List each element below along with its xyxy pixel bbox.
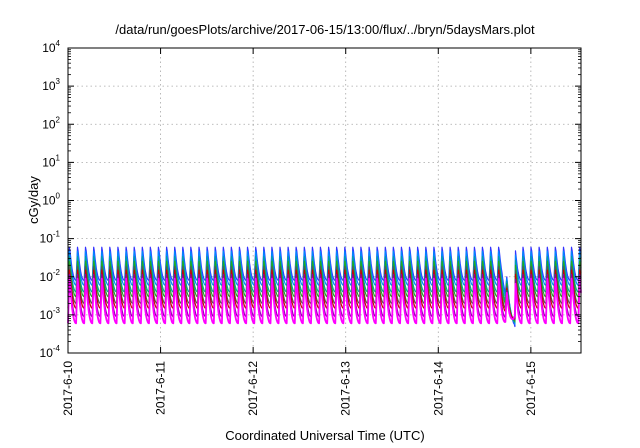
x-tick-label: 2017-6-11 [154, 361, 168, 415]
y-tick-label: 10-2 [40, 268, 61, 284]
y-tick-label: 10-1 [40, 230, 61, 246]
y-tick-label: 103 [42, 77, 60, 93]
x-tick-label: 2017-6-14 [431, 361, 445, 416]
y-tick-label: 10-4 [40, 344, 61, 360]
y-tick-label: 104 [42, 39, 60, 55]
x-axis-label: Coordinated Universal Time (UTC) [225, 428, 424, 443]
series-line [67, 246, 582, 328]
y-tick-label: 10-3 [40, 306, 61, 322]
x-tick-labels: 2017-6-10 2017-6-11 2017-6-12 2017-6-13 2017… [61, 361, 538, 416]
ticks [67, 47, 581, 354]
y-tick-label: 102 [42, 115, 60, 131]
y-tick-label: 101 [42, 153, 60, 169]
series-line [67, 256, 582, 324]
series-line [67, 250, 582, 326]
series-line [67, 260, 582, 322]
series-line [67, 269, 582, 320]
x-tick-label: 2017-6-13 [339, 361, 353, 416]
y-tick-label: 100 [42, 192, 60, 208]
x-tick-label: 2017-6-10 [61, 361, 75, 416]
x-tick-label: 2017-6-12 [246, 361, 260, 416]
y-tick-labels: 10-4 10-3 10-2 10-1 100 101 102 103 104 [40, 39, 61, 360]
y-axis-label: cGy/day [26, 176, 41, 224]
series-layer [67, 246, 582, 328]
series-line [67, 277, 582, 325]
x-tick-label: 2017-6-15 [524, 361, 538, 416]
chart-title: /data/run/goesPlots/archive/2017-06-15/1… [115, 22, 535, 37]
